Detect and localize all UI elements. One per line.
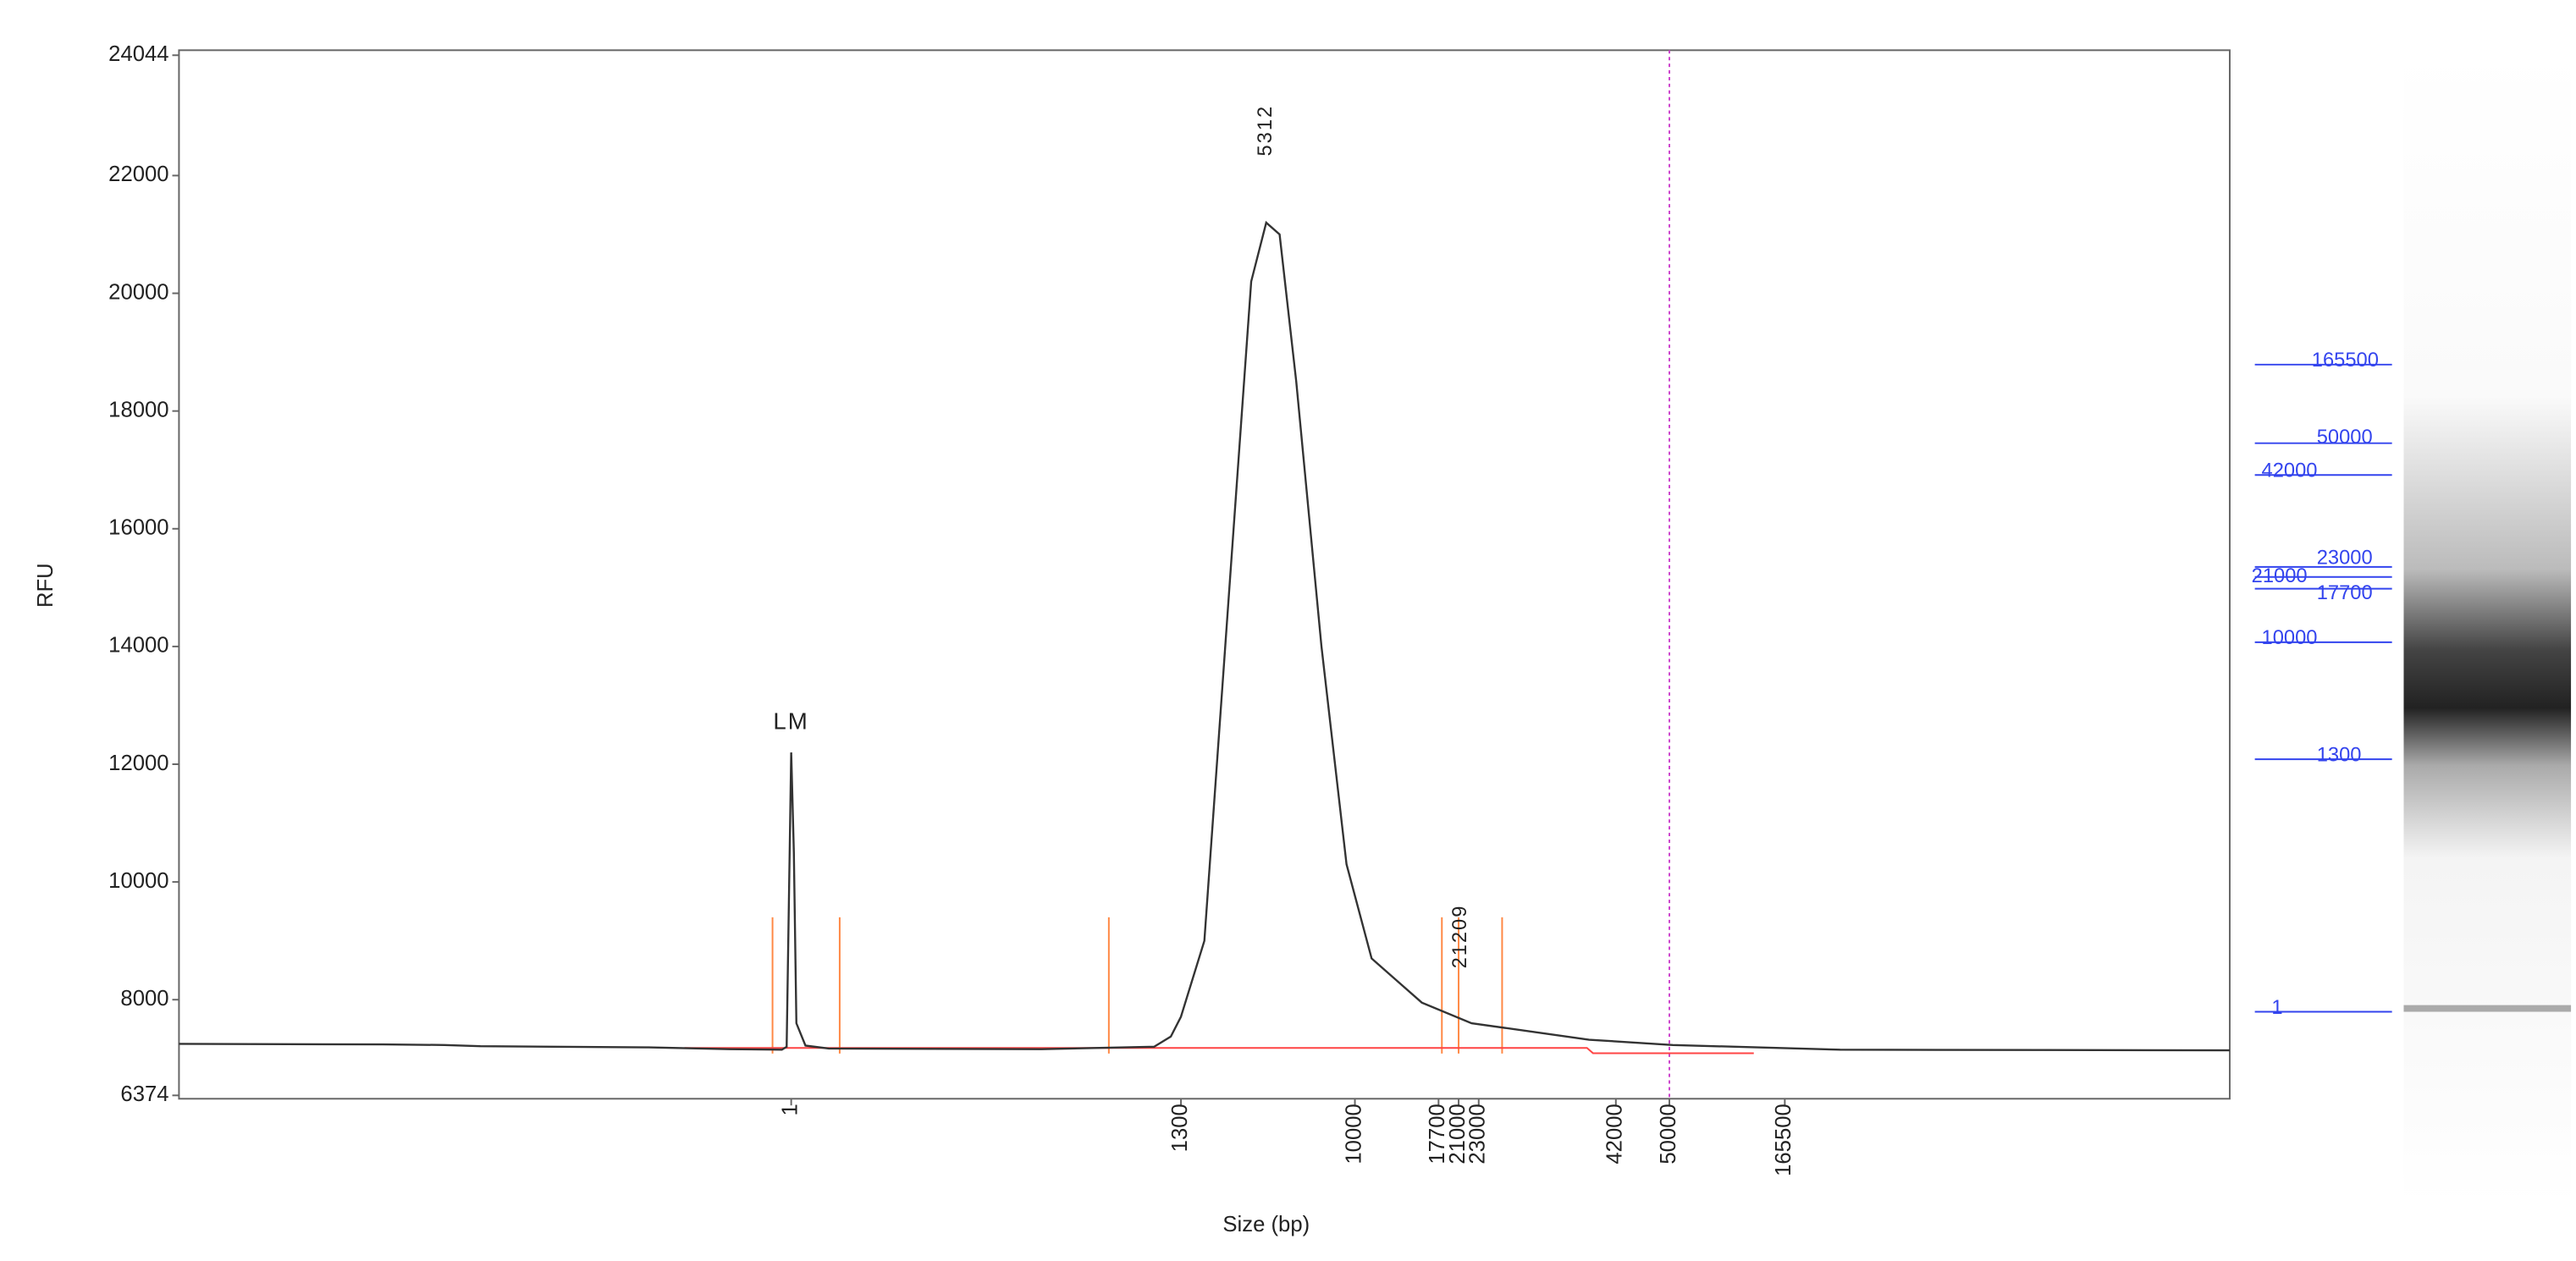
annotation: 5312 (1255, 105, 1277, 157)
y-axis-label: RFU (34, 563, 58, 608)
ladder-label: 23000 (2317, 547, 2373, 569)
y-tick-label: 12000 (108, 752, 168, 775)
y-tick-label: 14000 (108, 634, 168, 658)
x-tick-label: 23000 (1466, 1104, 1490, 1164)
ladder-label: 50000 (2317, 427, 2373, 449)
x-tick-label: 10000 (1342, 1104, 1365, 1164)
x-tick-label: 42000 (1603, 1104, 1627, 1164)
ladder-label: 165500 (2312, 350, 2379, 372)
y-tick-label: 20000 (108, 280, 168, 304)
x-tick-label: 1300 (1168, 1104, 1192, 1152)
y-tick-label: 18000 (108, 398, 168, 421)
y-tick-label: 24044 (108, 42, 168, 66)
ladder-label: 1 (2271, 997, 2282, 1019)
y-tick-label: 6374 (120, 1082, 168, 1106)
trace (179, 220, 2230, 1052)
x-tick-label: 21000 (1446, 1104, 1470, 1164)
ladder-label: 21000 (2252, 565, 2308, 587)
ladder-label: 1300 (2317, 744, 2362, 766)
y-tick-label: 16000 (108, 516, 168, 540)
y-tick-label: 22000 (108, 162, 168, 186)
ladder-label: 17700 (2317, 582, 2373, 604)
y-tick-label: 10000 (108, 869, 168, 893)
x-tick-label: 50000 (1657, 1104, 1680, 1164)
x-tick-label: 17700 (1426, 1104, 1449, 1164)
gel-marker-band (2403, 1005, 2572, 1012)
x-tick-label: 165500 (1772, 1104, 1795, 1176)
plot-frame (178, 49, 2231, 1100)
gel-lane (2403, 50, 2572, 1204)
annotation: 21209 (1449, 905, 1471, 969)
ladder-label: 42000 (2262, 460, 2318, 482)
y-tick-label: 8000 (120, 987, 168, 1010)
x-axis-label: Size (bp) (1222, 1213, 1310, 1236)
ladder-label: 10000 (2262, 627, 2318, 649)
x-tick-label: 1 (778, 1104, 802, 1115)
annotation: LM (773, 708, 808, 735)
